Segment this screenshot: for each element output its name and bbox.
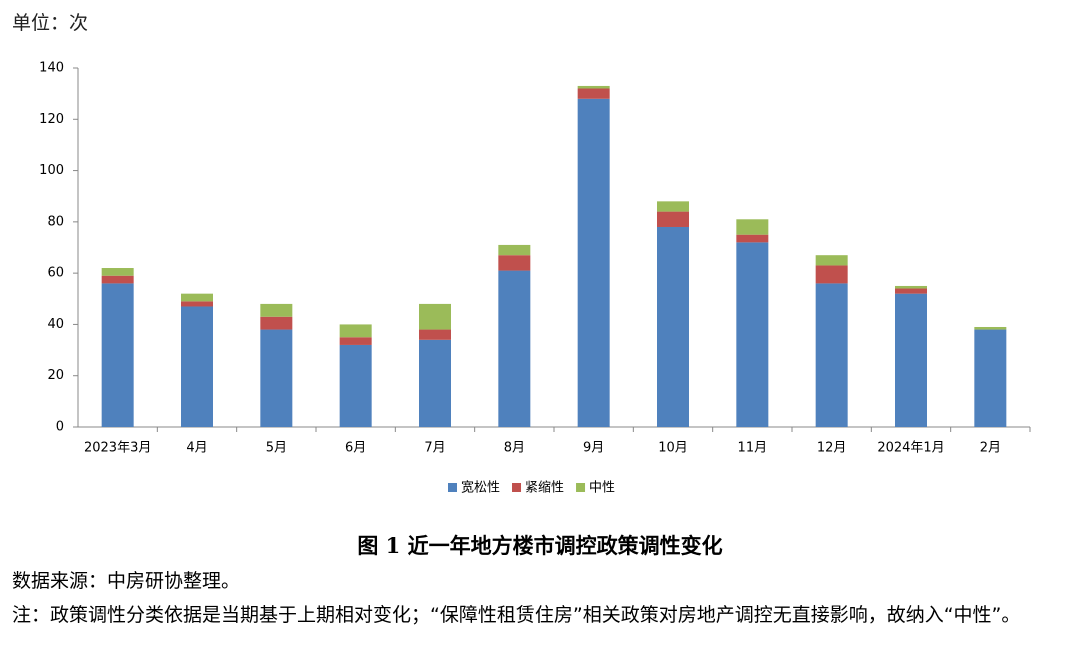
- x-tick-label: 5月: [266, 441, 287, 456]
- bar-segment: [181, 306, 213, 427]
- bar-segment: [736, 242, 769, 427]
- bar-segment: [260, 303, 293, 317]
- bar-segment: [577, 98, 610, 428]
- bar-segment: [577, 85, 610, 89]
- bar-segment: [974, 326, 1007, 330]
- x-tick-label: 8月: [504, 441, 525, 456]
- y-tick-label: 120: [39, 112, 64, 127]
- bar-segment: [101, 275, 134, 284]
- x-tick-label: 4月: [186, 441, 207, 456]
- bar-segment: [895, 285, 927, 289]
- x-tick-label: 2023年3月: [84, 441, 151, 456]
- unit-label: 单位：次: [12, 12, 89, 34]
- legend-label: 中性: [589, 481, 615, 496]
- bar-segment: [815, 283, 848, 427]
- bar-segment: [498, 255, 531, 271]
- bar-segment: [181, 293, 213, 302]
- y-tick-label: 100: [39, 163, 64, 178]
- bar-segment: [101, 268, 134, 276]
- bar-segment: [815, 265, 848, 284]
- note: 注：政策调性分类依据是当期基于上期相对变化；“保障性租赁住房”相关政策对房地产调…: [12, 604, 1021, 626]
- y-tick-label: 0: [56, 420, 64, 435]
- bar-segment: [101, 283, 134, 427]
- legend-swatch: [576, 483, 586, 492]
- bar-segment: [974, 329, 1007, 427]
- bar-segment: [657, 201, 689, 212]
- x-tick-label: 7月: [424, 441, 445, 456]
- x-tick-label: 10月: [658, 441, 688, 456]
- bar-segment: [339, 344, 372, 427]
- legend-label: 紧缩性: [525, 480, 564, 496]
- y-tick-label: 140: [39, 61, 64, 76]
- bar-segment: [419, 329, 451, 340]
- bar-segment: [260, 316, 293, 330]
- x-tick-label: 12月: [817, 441, 847, 456]
- bar-segment: [577, 88, 610, 99]
- legend-swatch: [448, 483, 457, 492]
- y-tick-label: 40: [47, 317, 64, 332]
- bar-segment: [419, 339, 451, 427]
- legend-label: 宽松性: [461, 480, 500, 496]
- legend-swatch: [512, 483, 522, 492]
- bar-segment: [815, 255, 848, 266]
- y-tick-label: 80: [47, 214, 64, 229]
- y-tick-label: 20: [47, 368, 64, 383]
- chart: 0 20 40 60 80 100 120 140 2023年3月 4月 5月 6月 7月 8月 9月 10月…: [39, 61, 1031, 496]
- bar-segment: [657, 226, 689, 427]
- bar-segment: [419, 303, 451, 330]
- bar-segment: [498, 244, 531, 256]
- bar-segment: [895, 293, 927, 427]
- bar-segment: [736, 219, 769, 235]
- bar-segment: [895, 288, 927, 294]
- bar-segment: [260, 329, 293, 427]
- source: 数据来源：中房研协整理。: [12, 570, 241, 592]
- bar-segment: [339, 324, 372, 338]
- bar-segment: [339, 337, 372, 345]
- bar-segment: [498, 270, 531, 427]
- bar-segment: [181, 301, 213, 307]
- bar-segment: [736, 234, 769, 243]
- x-tick-label: 11月: [738, 441, 768, 456]
- y-tick-label: 60: [47, 266, 64, 281]
- x-tick-label: 2024年1月: [877, 441, 944, 456]
- x-tick-label: 9月: [583, 441, 604, 456]
- x-tick-label: 6月: [345, 441, 366, 456]
- x-tick-label: 2月: [980, 441, 1001, 456]
- bar-segment: [657, 211, 689, 227]
- chart-title: 图 1 近一年地方楼市调控政策调性变化: [357, 533, 723, 558]
